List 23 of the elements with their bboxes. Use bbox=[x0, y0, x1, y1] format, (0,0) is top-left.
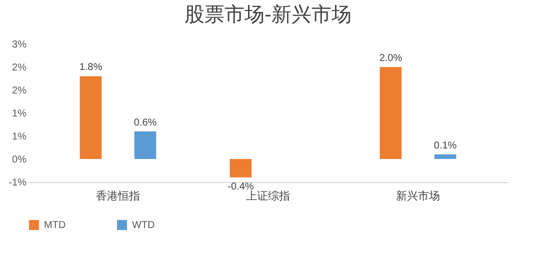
bar bbox=[230, 159, 252, 178]
legend-label: WTD bbox=[132, 220, 155, 231]
y-tick-label: -1% bbox=[8, 178, 27, 188]
y-tick-label: 2% bbox=[12, 62, 27, 74]
data-label: 1.8% bbox=[79, 62, 102, 74]
y-tick-label: 0% bbox=[12, 154, 27, 166]
x-tick-label: 新兴市场 bbox=[396, 190, 440, 202]
data-label: -0.4% bbox=[228, 181, 254, 192]
y-tick-label: 3% bbox=[12, 40, 27, 50]
legend-label: MTD bbox=[44, 220, 66, 231]
chart-title: 股票市场-新兴市场 bbox=[184, 2, 352, 26]
x-tick-label: 上证综指 bbox=[246, 190, 290, 202]
bar bbox=[434, 154, 456, 159]
y-tick-label: 2% bbox=[12, 86, 27, 96]
data-label: 0.1% bbox=[434, 140, 457, 152]
y-tick-label: 1% bbox=[12, 132, 27, 142]
bar bbox=[380, 67, 402, 159]
data-label: 2.0% bbox=[379, 53, 402, 64]
data-label: 0.6% bbox=[134, 117, 157, 128]
bar bbox=[134, 131, 156, 159]
bar bbox=[80, 76, 102, 159]
y-tick-label: 1% bbox=[12, 108, 27, 120]
x-tick-label: 香港恒指 bbox=[96, 190, 140, 202]
